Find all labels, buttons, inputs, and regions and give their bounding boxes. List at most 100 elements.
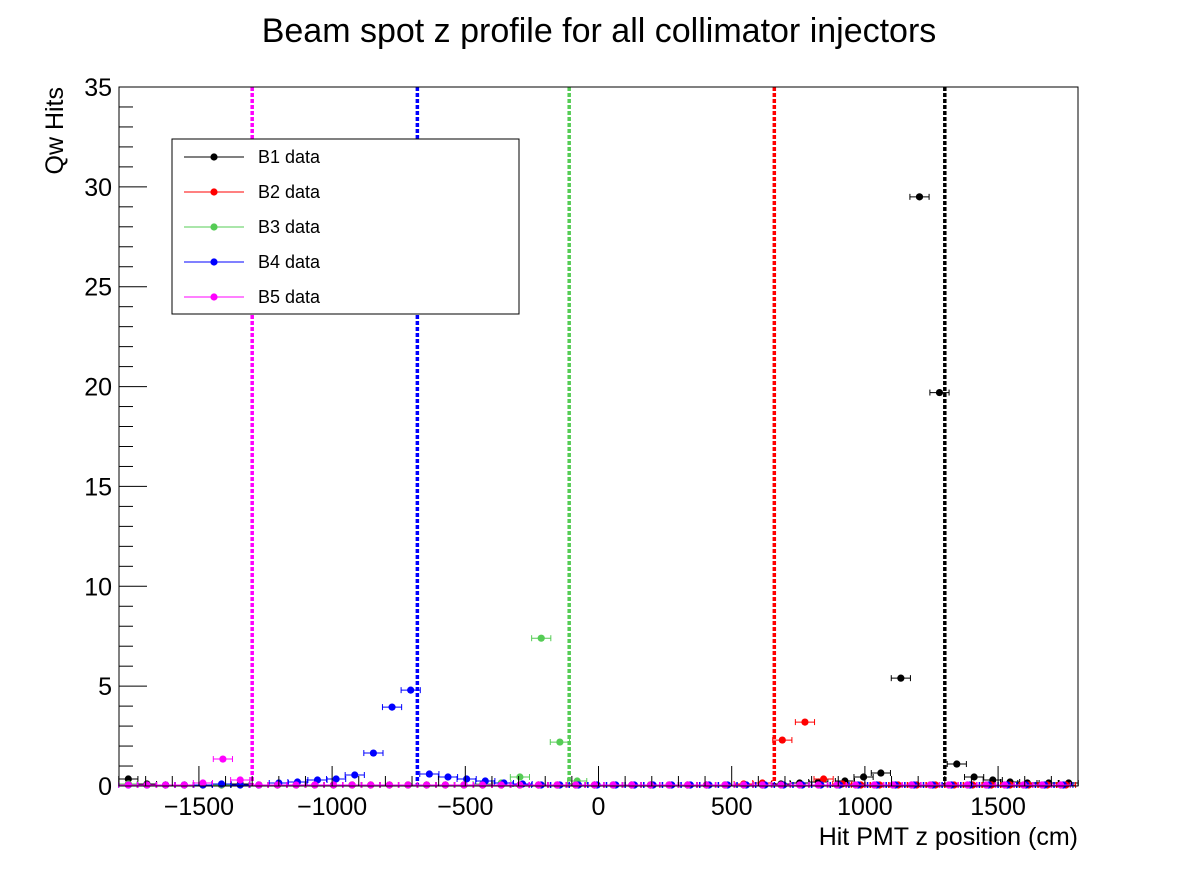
data-point	[870, 781, 878, 789]
x-tick-label: −500	[437, 793, 493, 821]
data-point	[556, 738, 564, 746]
data-point	[970, 773, 978, 781]
data-point	[982, 781, 990, 789]
y-tick-label: 35	[84, 74, 112, 102]
data-point	[369, 749, 378, 757]
data-point	[935, 388, 944, 397]
data-point	[367, 781, 375, 789]
x-tick-label: 1500	[970, 793, 1026, 821]
data-point	[332, 775, 340, 783]
data-point	[444, 773, 452, 781]
legend-swatch-marker	[210, 223, 218, 231]
legend-label: B2 data	[258, 182, 321, 202]
data-point	[609, 781, 617, 789]
data-point	[796, 781, 804, 789]
legend-swatch-marker	[210, 258, 218, 266]
data-point	[628, 781, 636, 789]
data-point	[778, 736, 786, 744]
data-point	[1001, 781, 1009, 789]
y-tick-label: 15	[84, 473, 112, 501]
data-point	[124, 775, 132, 783]
data-point	[915, 193, 924, 201]
data-point	[255, 781, 263, 789]
data-point	[423, 781, 431, 789]
data-point	[236, 781, 244, 789]
data-point	[907, 781, 916, 789]
data-point	[1057, 781, 1065, 789]
data-point	[292, 781, 300, 789]
legend-label: B5 data	[258, 287, 321, 307]
legend-label: B3 data	[258, 217, 321, 237]
data-point	[534, 781, 543, 789]
y-tick-label: 20	[84, 374, 112, 402]
legend-swatch-marker	[210, 153, 218, 161]
x-tick-label: −1000	[297, 793, 367, 821]
y-tick-label: 0	[98, 773, 112, 801]
data-point	[1038, 781, 1046, 789]
data-point	[479, 781, 487, 789]
data-point	[553, 781, 561, 789]
data-point	[217, 780, 226, 788]
x-tick-label: 1000	[837, 793, 893, 821]
data-point	[665, 781, 673, 789]
data-point	[425, 770, 433, 778]
data-point	[646, 781, 655, 789]
chart-title: Beam spot z profile for all collimator i…	[262, 12, 937, 50]
x-tick-label: 0	[592, 793, 606, 821]
data-point	[590, 781, 599, 789]
data-point	[814, 781, 822, 789]
legend: B1 data B2 data B3 data B4 data B5 data	[171, 138, 520, 315]
legend-label: B1 data	[258, 147, 321, 167]
data-point	[877, 769, 885, 777]
data-point	[124, 781, 132, 789]
data-point	[329, 781, 338, 789]
data-point	[953, 760, 961, 768]
data-point	[143, 781, 151, 789]
y-tick-label: 30	[84, 174, 112, 202]
legend-label: B4 data	[258, 252, 321, 272]
data-point	[889, 781, 897, 789]
data-point	[537, 634, 545, 642]
data-point	[945, 781, 953, 789]
data-point	[1019, 781, 1027, 789]
data-point	[219, 755, 227, 763]
data-point	[777, 781, 785, 789]
data-point	[388, 703, 396, 711]
data-point	[162, 781, 170, 789]
data-point	[758, 781, 766, 789]
data-point	[801, 718, 809, 726]
data-point	[180, 781, 188, 789]
legend-swatch-marker	[210, 188, 218, 196]
data-point	[236, 776, 244, 784]
data-point	[833, 781, 841, 789]
axes: −1500 −1000 −500 0 500 1000 1500 0 5 10 15 20 25 30 35	[84, 74, 1079, 821]
data-point	[963, 781, 972, 789]
data-point	[407, 686, 415, 694]
data-point	[385, 781, 393, 789]
data-point	[441, 781, 449, 789]
data-point	[740, 781, 748, 789]
data-point	[572, 781, 580, 789]
y-tick-label: 25	[84, 274, 112, 302]
data-point	[721, 781, 729, 789]
data-point	[516, 773, 524, 781]
legend-swatch-marker	[210, 293, 218, 301]
data-point	[348, 781, 356, 789]
y-tick-label: 10	[84, 573, 112, 601]
data-point	[311, 781, 319, 789]
x-axis-label: Hit PMT z position (cm)	[819, 823, 1078, 851]
x-tick-label: −1500	[164, 793, 234, 821]
y-axis-label: Qw Hits	[41, 87, 69, 175]
data-point	[460, 781, 468, 789]
data-point	[702, 781, 710, 789]
data-point	[497, 781, 505, 789]
data-point	[404, 781, 412, 789]
data-point	[926, 781, 934, 789]
data-point	[351, 771, 359, 779]
y-tick-label: 5	[98, 673, 112, 701]
data-point	[273, 781, 282, 789]
data-point	[819, 775, 828, 783]
x-tick-label: 500	[711, 793, 753, 821]
